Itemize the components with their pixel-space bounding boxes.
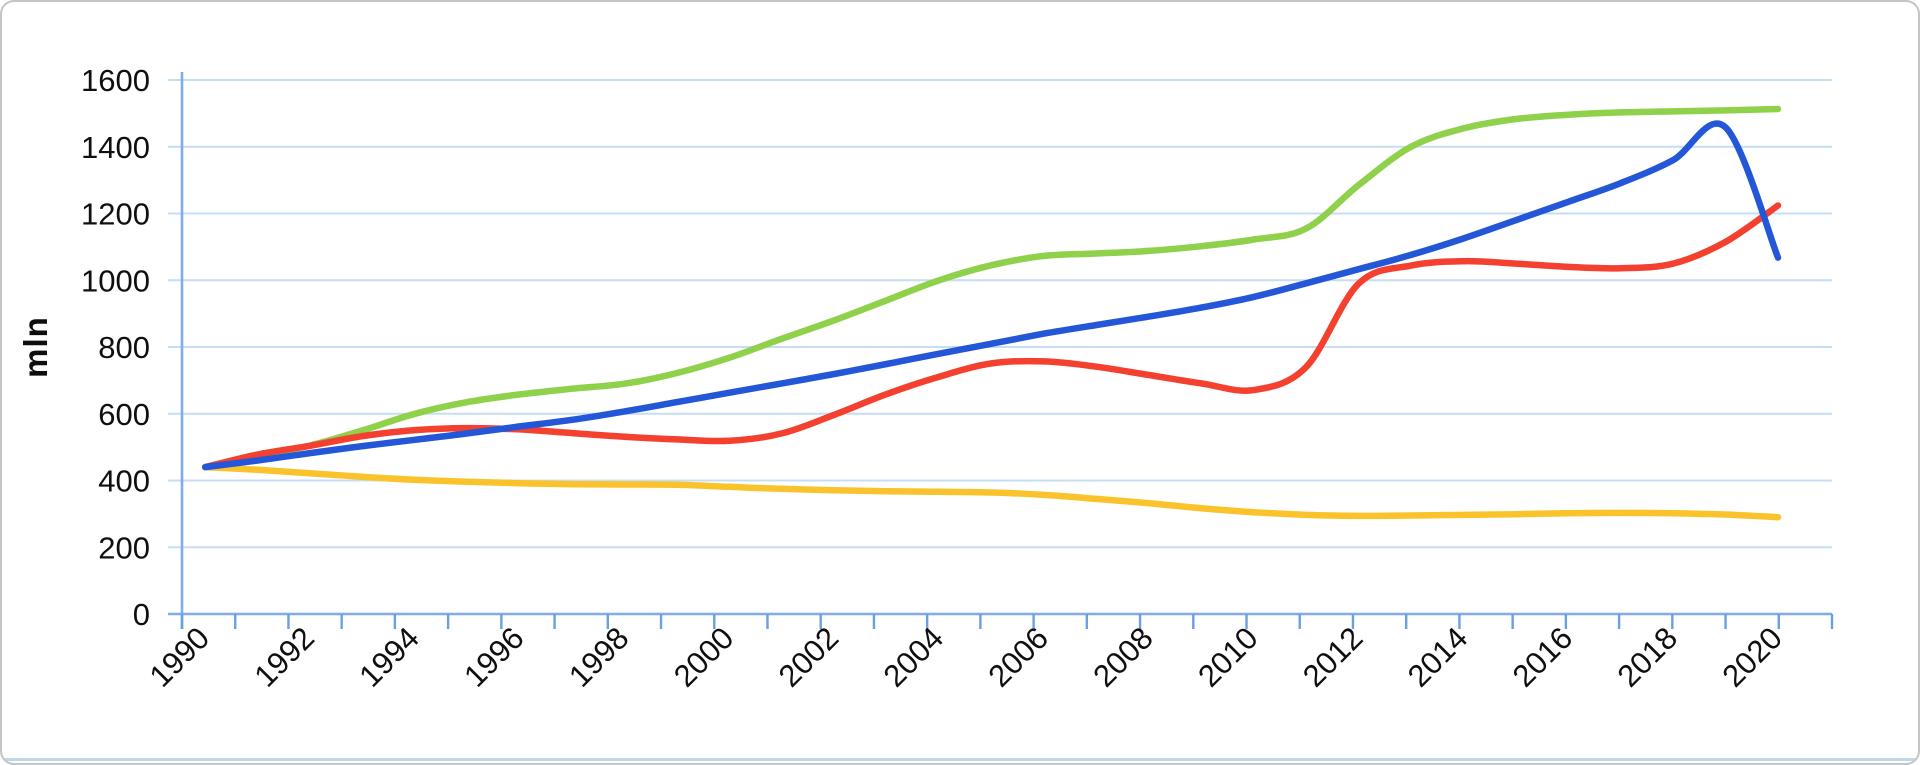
x-tick-label: 1990 <box>143 620 217 694</box>
x-tick-label: 2012 <box>1296 620 1370 694</box>
x-tick-label: 2006 <box>981 620 1055 694</box>
yellow-line <box>201 463 1782 521</box>
y-tick-label: 0 <box>133 597 150 632</box>
y-tick-label: 200 <box>98 530 150 565</box>
x-tick-label: 2004 <box>877 620 951 694</box>
y-axis-title: mln <box>17 316 54 378</box>
y-tick-label: 1600 <box>81 63 150 98</box>
x-tick-label: 1996 <box>457 620 531 694</box>
x-tick-label: 2018 <box>1611 620 1685 694</box>
x-tick-label: 1992 <box>247 620 321 694</box>
y-tick-label: 1000 <box>81 263 150 298</box>
y-tick-label: 1200 <box>81 197 150 232</box>
x-tick-label: 2000 <box>667 620 741 694</box>
x-tick-label: 1998 <box>562 620 636 694</box>
x-tick-label: 2008 <box>1086 620 1160 694</box>
red-line <box>201 202 1782 471</box>
blue-line <box>201 120 1782 471</box>
green-line <box>201 105 1782 471</box>
x-tick-label: 2014 <box>1401 620 1475 694</box>
y-tick-label: 600 <box>98 397 150 432</box>
bottom-divider <box>2 758 1918 761</box>
y-tick-label: 1400 <box>81 130 150 165</box>
y-tick-label: 400 <box>98 464 150 499</box>
x-tick-label: 1994 <box>352 620 426 694</box>
x-tick-label: 2002 <box>772 620 846 694</box>
x-tick-label: 2016 <box>1506 620 1580 694</box>
y-tick-label: 800 <box>98 330 150 365</box>
x-tick-label: 2010 <box>1191 620 1265 694</box>
x-tick-label: 2020 <box>1715 620 1789 694</box>
